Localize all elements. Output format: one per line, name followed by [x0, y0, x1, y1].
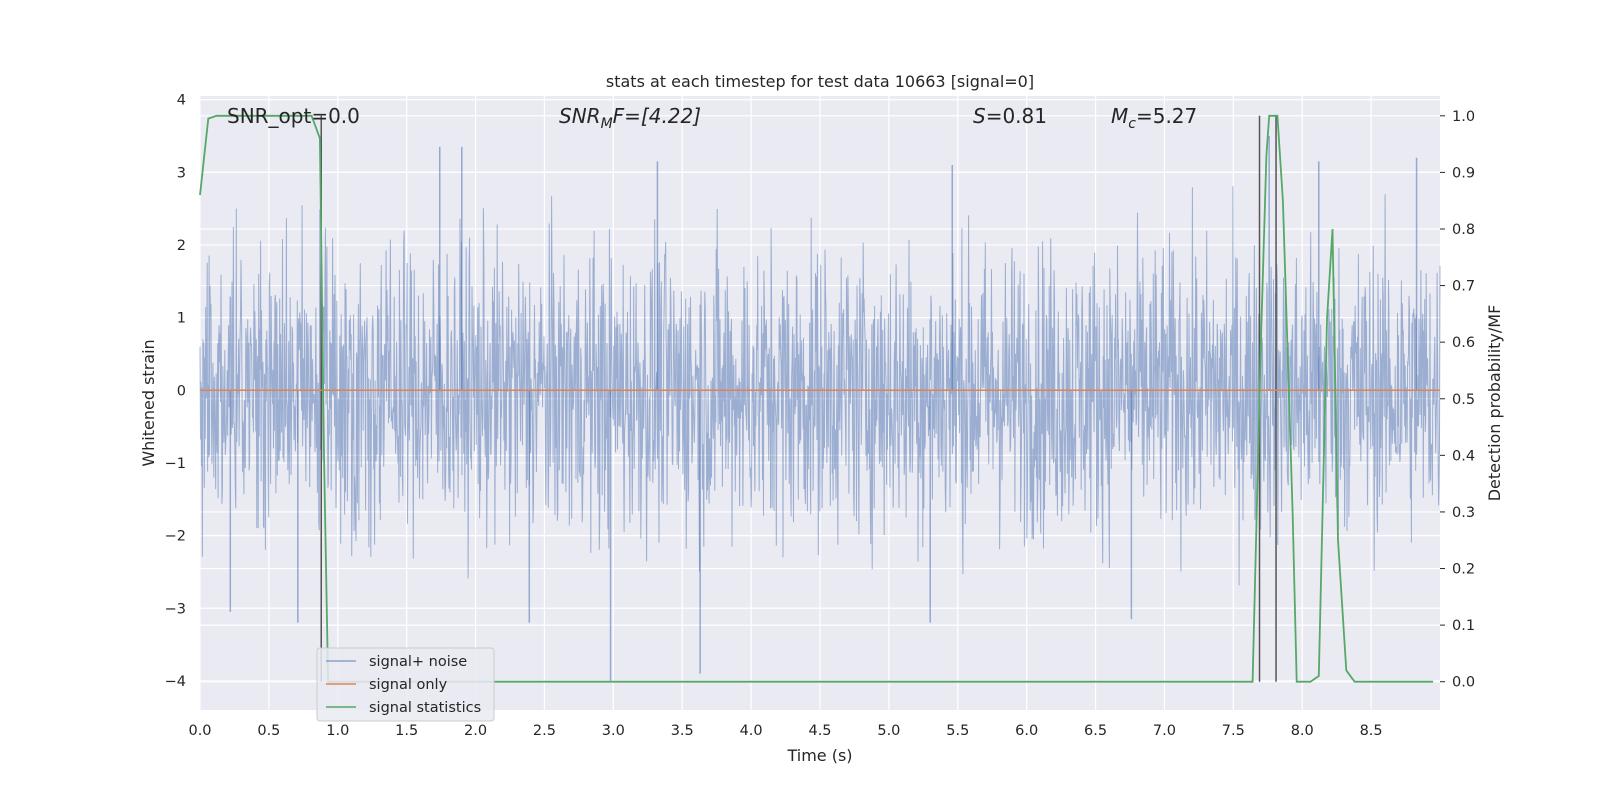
annotation-snr-mf-base: SNR — [559, 104, 601, 128]
annotation-snr-mf-rest: F=[4.22] — [613, 104, 701, 128]
y2-tick-label: 0.2 — [1452, 562, 1475, 578]
x-axis-ticks: 0.0 0.5 1.0 1.5 2.0 2.5 3.0 3.5 4.0 4.5 5.0 5.5 6.0 6… — [188, 723, 1382, 739]
noise-series — [199, 135, 1441, 681]
x-tick-label: 6.0 — [1015, 723, 1038, 739]
x-tick-label: 7.5 — [1222, 723, 1245, 739]
x-tick-label: 1.5 — [395, 723, 418, 739]
y2-tick-label: 1.0 — [1452, 109, 1475, 125]
y2-tick-label: 0.5 — [1452, 392, 1475, 408]
x-tick-label: 5.5 — [946, 723, 969, 739]
legend-box — [316, 647, 495, 722]
signal-statistics-line — [199, 114, 1434, 683]
chart-title: stats at each timestep for test data 106… — [606, 72, 1034, 91]
x-tick-label: 0.5 — [257, 723, 280, 739]
annotation-mc-base: M — [1111, 104, 1128, 128]
annotation-snr-mf: SNRMF=[4.22] — [559, 104, 701, 132]
y2-tick-label: 0.0 — [1452, 675, 1475, 691]
legend-label-signal-statistics: signal statistics — [369, 700, 481, 716]
y2-tick-label: 0.6 — [1452, 335, 1475, 351]
x-tick-label: 6.5 — [1084, 723, 1107, 739]
x-tick-label: 2.0 — [464, 723, 487, 739]
noise-line — [199, 186, 1441, 586]
annotation-snr-mf-sub: M — [601, 116, 613, 132]
y-tick-label: −3 — [165, 601, 186, 617]
x-tick-label: 4.0 — [740, 723, 763, 739]
x-tick-label: 5.0 — [877, 723, 900, 739]
x-tick-label: 8.5 — [1360, 723, 1383, 739]
annotation-s-value: =0.81 — [986, 104, 1047, 128]
y-tick-label: 2 — [177, 238, 186, 254]
annotation-s-label: S — [973, 104, 986, 128]
y2-tick-label: 0.7 — [1452, 279, 1475, 295]
x-axis-label: Time (s) — [786, 746, 852, 765]
y2-tick-label: 0.9 — [1452, 165, 1475, 181]
y2-tick-label: 0.8 — [1452, 222, 1475, 238]
annotation-snr-opt: SNR_opt=0.0 — [227, 104, 360, 128]
x-tick-label: 2.5 — [533, 723, 556, 739]
signal-statistics-series — [199, 114, 1434, 683]
legend-label-signal-only: signal only — [369, 677, 448, 693]
y2-axis-ticks: 1.0 0.9 0.8 0.7 0.6 0.5 0.4 0.3 0.2 0.1 0.0 — [1440, 109, 1475, 691]
y2-axis-label: Detection probability/MF — [1485, 305, 1504, 502]
annotation-s: S=0.81 — [973, 104, 1047, 128]
y2-tick-label: 0.1 — [1452, 618, 1475, 634]
x-tick-label: 7.0 — [1153, 723, 1176, 739]
y-tick-label: 1 — [177, 311, 186, 327]
annotation-mc-sub: c — [1128, 116, 1136, 132]
annotation-mc: Mc=5.27 — [1111, 104, 1197, 132]
annotation-mc-value: =5.27 — [1136, 104, 1197, 128]
y-axis-ticks: 4 3 2 1 0 −1 −2 −3 −4 — [165, 93, 186, 690]
y-tick-label: 0 — [177, 383, 186, 399]
y2-tick-label: 0.4 — [1452, 448, 1475, 464]
y-tick-label: 4 — [177, 93, 186, 109]
x-tick-label: 0.0 — [188, 723, 211, 739]
y2-tick-label: 0.3 — [1452, 505, 1475, 521]
x-tick-label: 8.0 — [1291, 723, 1314, 739]
legend-label-signal-noise: signal+ noise — [369, 654, 467, 670]
x-tick-label: 4.5 — [808, 723, 831, 739]
y-tick-label: −4 — [165, 674, 186, 690]
x-tick-label: 3.0 — [602, 723, 625, 739]
y-tick-label: −2 — [165, 529, 186, 545]
x-tick-label: 1.0 — [326, 723, 349, 739]
y-tick-label: −1 — [165, 456, 186, 472]
legend: signal+ noise signal only signal statist… — [316, 647, 495, 722]
y-axis-label: Whitened strain — [139, 339, 158, 466]
y-tick-label: 3 — [177, 165, 186, 181]
x-tick-label: 3.5 — [671, 723, 694, 739]
